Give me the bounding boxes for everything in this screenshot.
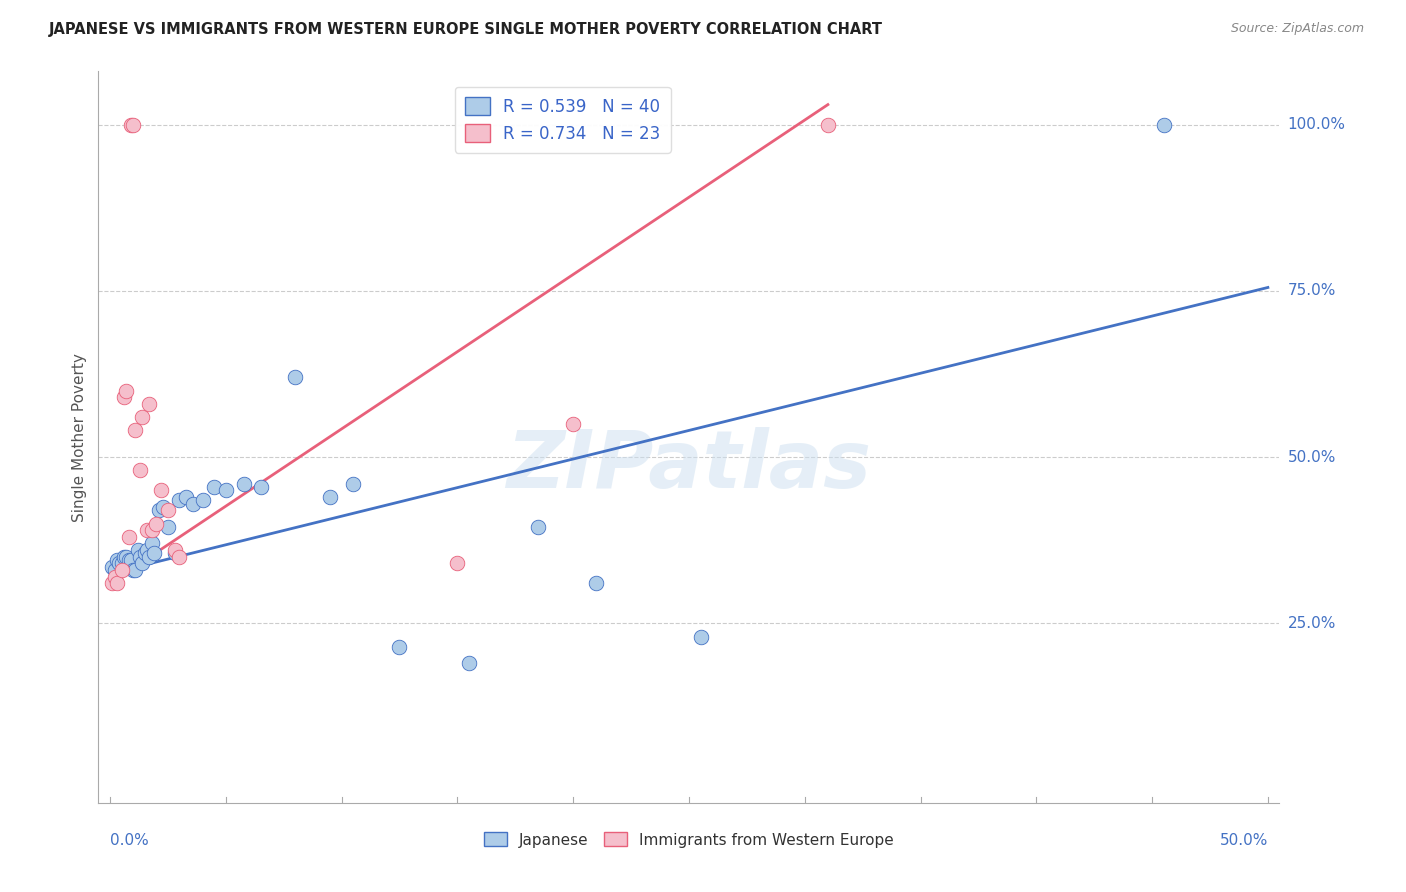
Point <box>115 549 138 564</box>
Point <box>105 553 128 567</box>
Point <box>141 523 163 537</box>
Text: 100.0%: 100.0% <box>1288 117 1346 132</box>
Text: Source: ZipAtlas.com: Source: ZipAtlas.com <box>1230 22 1364 36</box>
Point <box>120 118 142 132</box>
Point <box>101 576 124 591</box>
Point <box>127 543 149 558</box>
Legend: Japanese, Immigrants from Western Europe: Japanese, Immigrants from Western Europe <box>478 826 900 854</box>
Point <box>215 483 238 498</box>
Point <box>101 559 124 574</box>
Point <box>202 480 225 494</box>
Point <box>149 483 172 498</box>
Text: 25.0%: 25.0% <box>1288 615 1336 631</box>
Point <box>176 490 198 504</box>
Point <box>143 546 166 560</box>
Point <box>134 546 156 560</box>
Point <box>458 656 481 670</box>
Point <box>105 576 128 591</box>
Point <box>136 543 159 558</box>
Point <box>1153 118 1175 132</box>
Point <box>122 118 145 132</box>
Point <box>131 410 153 425</box>
Point <box>108 557 131 571</box>
Point <box>112 549 135 564</box>
Point <box>145 516 167 531</box>
Point <box>191 493 214 508</box>
Point <box>156 520 179 534</box>
Point <box>104 570 127 584</box>
Point <box>110 557 132 571</box>
Point <box>388 640 411 654</box>
Point <box>342 476 364 491</box>
Text: 75.0%: 75.0% <box>1288 284 1336 298</box>
Point <box>169 549 191 564</box>
Point <box>689 630 711 644</box>
Point <box>169 493 191 508</box>
Text: 50.0%: 50.0% <box>1288 450 1336 465</box>
Y-axis label: Single Mother Poverty: Single Mother Poverty <box>72 352 87 522</box>
Text: JAPANESE VS IMMIGRANTS FROM WESTERN EUROPE SINGLE MOTHER POVERTY CORRELATION CHA: JAPANESE VS IMMIGRANTS FROM WESTERN EURO… <box>49 22 883 37</box>
Point <box>129 549 152 564</box>
Point <box>527 520 550 534</box>
Point <box>446 557 468 571</box>
Point <box>129 463 152 477</box>
Text: 0.0%: 0.0% <box>110 833 149 848</box>
Point <box>110 563 132 577</box>
Point <box>284 370 307 384</box>
Point <box>138 549 160 564</box>
Point <box>249 480 271 494</box>
Point <box>562 417 585 431</box>
Point <box>115 384 138 398</box>
Point <box>124 424 146 438</box>
Point <box>138 397 160 411</box>
Point <box>319 490 342 504</box>
Point <box>163 546 186 560</box>
Point <box>156 503 179 517</box>
Point <box>120 553 142 567</box>
Point <box>131 557 153 571</box>
Point <box>141 536 163 550</box>
Point <box>148 503 170 517</box>
Point <box>122 563 145 577</box>
Point <box>104 563 127 577</box>
Point <box>117 530 139 544</box>
Point <box>136 523 159 537</box>
Point <box>233 476 256 491</box>
Point <box>152 500 174 514</box>
Point <box>112 390 135 404</box>
Point <box>124 563 146 577</box>
Point <box>163 543 186 558</box>
Point <box>585 576 607 591</box>
Point <box>817 118 839 132</box>
Point <box>117 553 139 567</box>
Text: 50.0%: 50.0% <box>1219 833 1268 848</box>
Point <box>183 497 205 511</box>
Text: ZIPatlas: ZIPatlas <box>506 427 872 506</box>
